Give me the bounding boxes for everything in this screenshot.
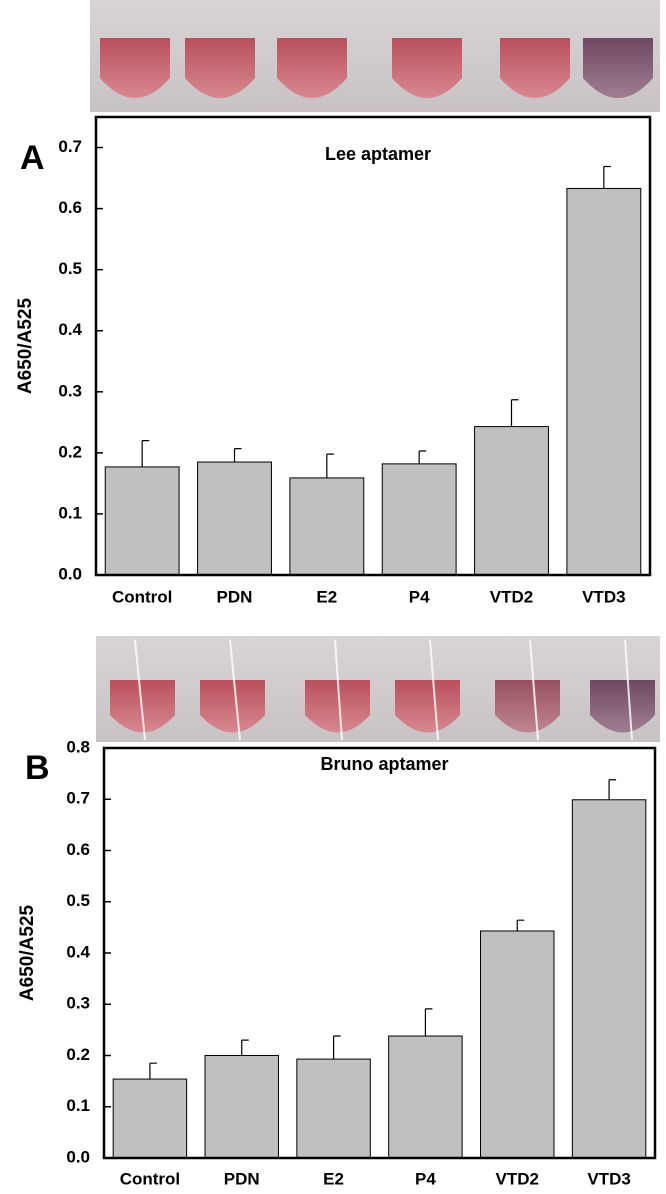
y-tick-label: 0.3 (66, 994, 90, 1013)
plot-frame (94, 115, 652, 577)
bar (112, 1078, 188, 1159)
y-tick-label: 0.2 (66, 1045, 90, 1064)
y-tick-label: 0.3 (58, 381, 82, 400)
y-tick-label: 0.6 (58, 198, 82, 217)
x-tick-label: PDN (217, 587, 253, 606)
y-tick-label: 0.5 (58, 259, 82, 278)
y-tick-label: 0.2 (58, 442, 82, 461)
bar (480, 930, 555, 1159)
x-tick-label: VTD3 (587, 1169, 630, 1188)
x-tick-label: E2 (316, 587, 337, 606)
y-tick-label: 0.0 (66, 1147, 90, 1166)
bar (381, 463, 457, 576)
error-bar (603, 165, 611, 189)
x-tick-label: E2 (323, 1169, 344, 1188)
error-bar (332, 1035, 341, 1060)
y-tick-label: 0.4 (58, 320, 82, 339)
x-tick-label: VTD2 (496, 1169, 539, 1188)
error-bar (608, 779, 617, 800)
y-tick-label: 0.5 (66, 891, 90, 910)
error-bar (326, 453, 334, 478)
bar (566, 187, 642, 576)
panel-label: B (25, 749, 50, 787)
y-tick-label: 0.1 (66, 1096, 90, 1115)
bar (474, 426, 549, 576)
error-bar (233, 447, 242, 463)
x-tick-label: P4 (415, 1169, 436, 1188)
error-bar (424, 1008, 433, 1037)
y-axis-label: A650/A525 (17, 905, 38, 1002)
plot-frame (102, 746, 657, 1160)
y-tick-label: 0.7 (66, 789, 90, 808)
y-tick-label: 0.1 (58, 503, 82, 522)
bar (289, 477, 365, 576)
bar (104, 466, 180, 576)
x-tick-label: VTD2 (490, 587, 533, 606)
error-bar (149, 1062, 157, 1080)
y-axis-label: A650/A525 (15, 298, 36, 395)
chart-title: Bruno aptamer (320, 754, 448, 774)
error-bar (418, 450, 427, 464)
x-tick-label: P4 (409, 587, 430, 606)
error-bar (241, 1039, 249, 1056)
panel-label: A (20, 139, 45, 177)
chart-title: Lee aptamer (325, 144, 431, 164)
bar (197, 461, 272, 576)
error-bar (141, 440, 150, 467)
y-tick-label: 0.6 (66, 840, 90, 859)
x-tick-label: Control (112, 587, 172, 606)
bar (204, 1055, 279, 1159)
y-tick-label: 0.8 (66, 737, 90, 756)
bar (296, 1058, 371, 1159)
x-tick-label: PDN (224, 1169, 260, 1188)
error-bar (510, 399, 519, 427)
error-bar (516, 919, 525, 931)
x-tick-label: VTD3 (582, 587, 625, 606)
x-tick-label: Control (120, 1169, 180, 1188)
y-tick-label: 0.4 (66, 942, 90, 961)
tube-photo (90, 0, 660, 112)
bar (388, 1035, 463, 1159)
bar (571, 799, 647, 1159)
tube-photo (96, 636, 660, 742)
y-tick-label: 0.0 (58, 564, 82, 583)
y-tick-label: 0.7 (58, 137, 82, 156)
